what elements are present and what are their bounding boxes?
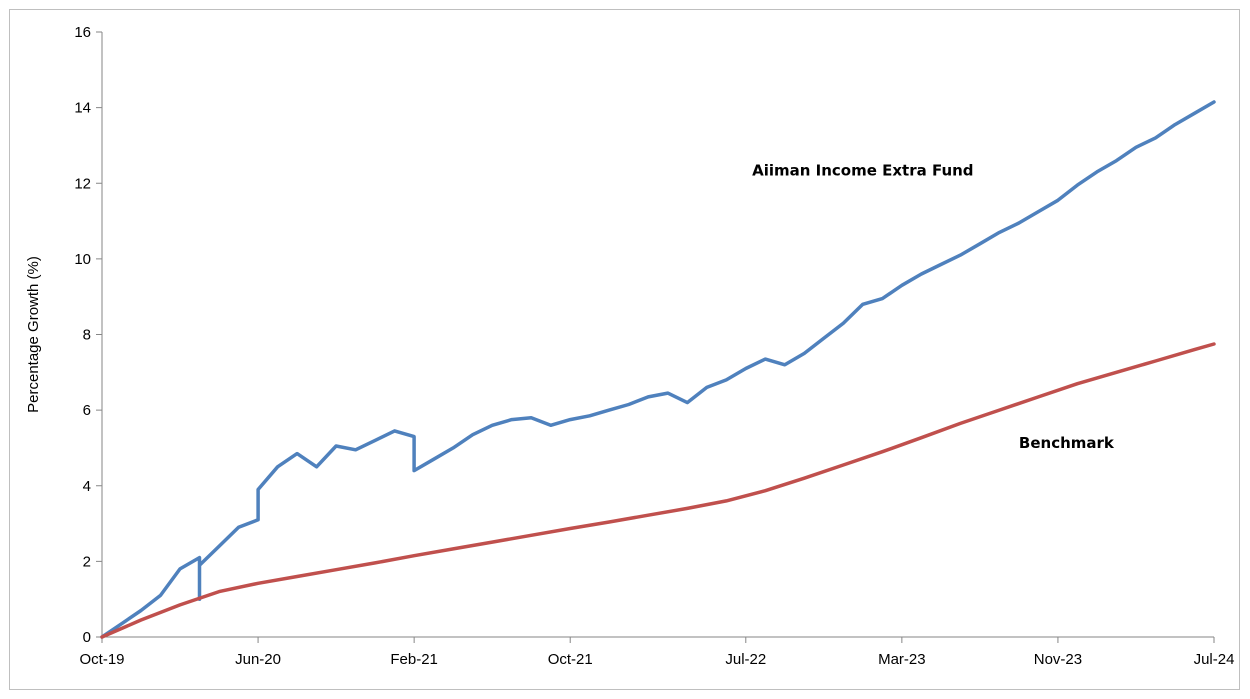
y-axis: 0 2 4 6 8 10 12 14 16 bbox=[74, 24, 103, 646]
series-annotation-benchmark: Benchmark bbox=[1019, 434, 1115, 452]
y-tick-label: 2 bbox=[83, 553, 91, 570]
chart-frame bbox=[9, 9, 1240, 690]
x-tick-label: Mar-23 bbox=[878, 651, 926, 668]
y-tick-label: 8 bbox=[83, 327, 91, 344]
series-line-fund bbox=[100, 100, 1216, 639]
x-tick-label: Feb-21 bbox=[390, 651, 438, 668]
series-annotations: Aiiman Income Extra Fund Benchmark bbox=[752, 162, 1115, 452]
series-annotation-fund: Aiiman Income Extra Fund bbox=[752, 162, 973, 180]
x-tick-label: Jun-20 bbox=[235, 651, 281, 668]
x-axis: Oct-19 Jun-20 Feb-21 Oct-21 Jul-22 Mar-23 Nov-… bbox=[79, 636, 1235, 668]
x-tick-label: Jul-24 bbox=[1194, 651, 1235, 668]
x-tick-label: Oct-19 bbox=[79, 651, 124, 668]
x-tick-label: Nov-23 bbox=[1034, 651, 1082, 668]
x-tick-label: Jul-22 bbox=[725, 651, 766, 668]
y-tick-label: 12 bbox=[74, 175, 91, 192]
y-tick-label: 16 bbox=[74, 24, 91, 41]
series-line-benchmark bbox=[100, 342, 1216, 639]
y-tick-label: 6 bbox=[83, 402, 91, 419]
y-axis-title: Percentage Growth (%) bbox=[25, 256, 42, 413]
y-tick-label: 0 bbox=[83, 629, 91, 646]
y-tick-label: 4 bbox=[83, 478, 91, 495]
y-tick-label: 10 bbox=[74, 251, 91, 268]
series-lines bbox=[100, 100, 1216, 639]
x-tick-label: Oct-21 bbox=[548, 651, 593, 668]
y-tick-label: 14 bbox=[74, 100, 91, 117]
